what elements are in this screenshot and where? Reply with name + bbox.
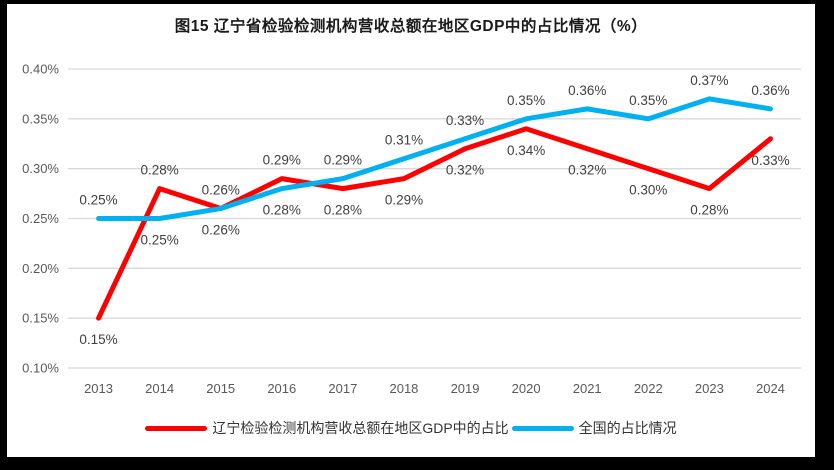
chart-title: 图15 辽宁省检验检测机构营收总额在地区GDP中的占比情况（%） xyxy=(174,18,648,35)
chart-legend: 辽宁检验检测机构营收总额在地区GDP中的占比 全国的占比情况 xyxy=(7,418,815,438)
data-label: 0.28% xyxy=(324,203,362,218)
x-axis-tick-label: 2020 xyxy=(512,381,541,396)
data-label: 0.33% xyxy=(751,153,789,168)
data-label: 0.28% xyxy=(263,203,301,218)
data-label: 0.33% xyxy=(446,113,484,128)
y-axis-tick-label: 0.25% xyxy=(22,211,59,226)
blue-line-swatch xyxy=(511,425,574,431)
data-label: 0.30% xyxy=(629,183,667,198)
legend-label-liaoning: 辽宁检验检测机构营收总额在地区GDP中的占比 xyxy=(212,420,509,436)
data-label: 0.25% xyxy=(140,233,178,248)
data-label: 0.15% xyxy=(79,332,117,347)
series-line-liaoning xyxy=(96,126,773,321)
data-label: 0.29% xyxy=(385,193,423,208)
x-axis-tick-label: 2021 xyxy=(573,381,602,396)
data-label: 0.26% xyxy=(202,183,240,198)
x-axis-tick-label: 2023 xyxy=(695,381,724,396)
x-axis-tick-label: 2015 xyxy=(206,381,235,396)
data-label: 0.32% xyxy=(446,163,484,178)
data-label: 0.25% xyxy=(79,193,117,208)
series-line-national xyxy=(96,96,773,221)
x-axis-tick-label: 2013 xyxy=(84,381,113,396)
data-label: 0.37% xyxy=(690,73,728,88)
y-axis-tick-label: 0.15% xyxy=(22,311,59,326)
data-label: 0.34% xyxy=(507,143,545,158)
data-label: 0.28% xyxy=(690,203,728,218)
x-axis-tick-label: 2018 xyxy=(389,381,418,396)
x-axis-tick-label: 2016 xyxy=(267,381,296,396)
data-label: 0.29% xyxy=(324,153,362,168)
legend-item-liaoning: 辽宁检验检测机构营收总额在地区GDP中的占比 xyxy=(145,418,509,438)
y-axis-tick-label: 0.30% xyxy=(22,161,59,176)
chart-panel: 图15 辽宁省检验检测机构营收总额在地区GDP中的占比情况（%） 0.40% 0.… xyxy=(7,4,815,457)
y-axis-tick-label: 0.35% xyxy=(22,111,59,126)
data-label: 0.28% xyxy=(140,163,178,178)
data-label: 0.35% xyxy=(629,93,667,108)
x-axis-tick-label: 2024 xyxy=(756,381,785,396)
data-label: 0.26% xyxy=(202,223,240,238)
data-label: 0.35% xyxy=(507,93,545,108)
red-line-swatch xyxy=(145,425,208,431)
data-label: 0.36% xyxy=(568,83,606,98)
y-axis-tick-label: 0.10% xyxy=(22,361,59,376)
x-axis-tick-label: 2017 xyxy=(328,381,357,396)
y-axis-tick-label: 0.40% xyxy=(22,62,59,77)
x-axis-tick-label: 2022 xyxy=(634,381,663,396)
data-label: 0.32% xyxy=(568,163,606,178)
x-axis-tick-label: 2019 xyxy=(451,381,480,396)
data-label: 0.29% xyxy=(263,153,301,168)
x-axis-tick-label: 2014 xyxy=(145,381,174,396)
legend-label-national: 全国的占比情况 xyxy=(578,420,677,436)
legend-item-national: 全国的占比情况 xyxy=(511,418,677,438)
data-label: 0.36% xyxy=(751,83,789,98)
line-chart-plot-area: 0.40% 0.35% 0.30% 0.25% 0.20% 0.15% 0.10% 2013 2… xyxy=(22,62,801,396)
data-label: 0.31% xyxy=(385,133,423,148)
y-axis-tick-label: 0.20% xyxy=(22,261,59,276)
